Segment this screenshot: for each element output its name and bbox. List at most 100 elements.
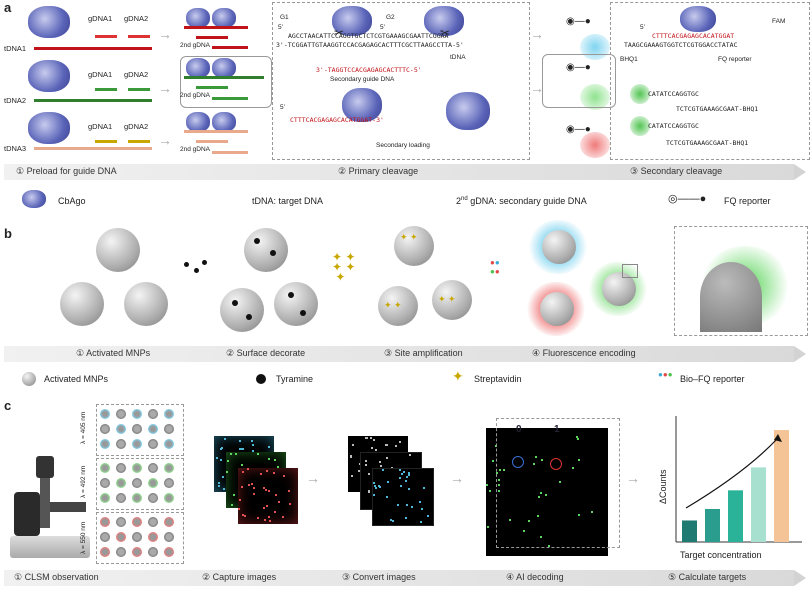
speckle	[263, 487, 265, 489]
decode-circle-0	[512, 456, 524, 468]
speckle	[409, 454, 411, 456]
encoded-bead	[116, 424, 126, 434]
gdna2-strand	[128, 88, 150, 91]
tdna3-strand	[34, 147, 152, 150]
decorated-mnp	[220, 288, 264, 332]
speckle	[408, 488, 410, 490]
speckle	[406, 504, 408, 506]
encoded-bead	[148, 439, 158, 449]
encoded-bead	[148, 409, 158, 419]
speckle	[274, 459, 276, 461]
speckle	[218, 485, 220, 487]
speckle	[283, 475, 285, 477]
encoded-bead	[164, 439, 174, 449]
speckle	[408, 472, 410, 474]
second-gdna-strand	[196, 36, 228, 39]
decode-label-0: 0	[516, 424, 522, 435]
speckle	[365, 460, 367, 462]
secondary-loading-label: Secondary loading	[376, 142, 430, 149]
speckle	[240, 448, 242, 450]
speckle	[365, 464, 367, 466]
step-clsm: ① CLSM observation	[14, 572, 99, 582]
panel-a-letter: a	[4, 0, 12, 15]
speckle	[371, 447, 373, 449]
speckle	[496, 472, 498, 474]
bhq1-label: BHQ1	[620, 56, 638, 63]
target-chart: ΔCounts Target concentration	[658, 416, 802, 560]
encoded-bead	[116, 478, 126, 488]
speckle	[268, 458, 270, 460]
speckle	[578, 459, 580, 461]
encoded-bead	[116, 532, 126, 542]
speckle	[239, 440, 241, 442]
speckle	[537, 515, 539, 517]
cbago-protein	[424, 6, 464, 36]
speckle	[397, 504, 399, 506]
encoded-bead	[132, 409, 142, 419]
five-prime-label: 5'	[640, 24, 645, 31]
encoded-bead	[148, 424, 158, 434]
speckle	[559, 481, 561, 483]
speckle	[230, 453, 232, 455]
capture-image-red	[238, 468, 298, 524]
g1-label: G1	[280, 14, 289, 21]
speckle	[253, 493, 255, 495]
tyramine-dot	[288, 292, 294, 298]
encoded-bead	[164, 424, 174, 434]
speckle	[523, 530, 525, 532]
encoded-bead	[100, 439, 110, 449]
zoomed-mnp	[700, 262, 762, 332]
speckle	[242, 471, 244, 473]
speckle	[487, 526, 489, 528]
speckle	[386, 496, 388, 498]
legend-fq: FQ reporter	[724, 196, 771, 206]
step-capture: ② Capture images	[202, 572, 277, 582]
tdna3-label: tDNA3	[4, 144, 27, 153]
speckle	[499, 469, 501, 471]
legend-streptavidin: Streptavidin	[474, 374, 522, 384]
fragment-seq: CATATCCAGGTGC	[648, 90, 699, 98]
tyramine-dot	[202, 260, 207, 265]
speckle	[242, 448, 244, 450]
tyramine-dot	[254, 238, 260, 244]
speckle	[548, 545, 550, 547]
amplified-mnp	[394, 226, 434, 266]
encoded-bead	[132, 532, 142, 542]
five-prime-label: 5'	[280, 104, 285, 111]
speckle	[375, 449, 377, 451]
second-gdna-strand	[212, 151, 248, 154]
decorated-mnp	[244, 228, 288, 272]
speckle	[535, 456, 537, 458]
gdna2-label: gDNA2	[124, 70, 149, 79]
arrow-icon: →	[158, 26, 172, 42]
speckle	[218, 482, 220, 484]
encoded-bead	[100, 547, 110, 557]
streptavidin-icon: ✦ ✦	[384, 300, 402, 310]
speckle	[373, 439, 375, 441]
speckle	[266, 470, 268, 472]
legend-biofq: Bio–FQ reporter	[680, 374, 745, 384]
speckle	[226, 471, 228, 473]
decode-label-1: 1	[554, 424, 560, 435]
fragment-seq: TCTCGTGAAAGCGAAT-BHQ1	[676, 105, 759, 113]
encoded-bead	[148, 478, 158, 488]
speckle	[257, 517, 259, 519]
five-prime-label: 5'	[278, 24, 283, 31]
streptavidin-legend-icon: ✦	[452, 368, 464, 384]
gdna2-label: gDNA2	[124, 14, 149, 23]
encoded-bead	[164, 493, 174, 503]
reporter-top-seq: CTTTCACGAGAGCACATGGAT	[652, 32, 735, 40]
streptavidin-icon: ✦ ✦	[438, 294, 456, 304]
speckle	[224, 438, 226, 440]
second-gdna-strand	[196, 86, 228, 89]
five-prime-label: 5'	[380, 24, 385, 31]
speckle	[541, 459, 543, 461]
band-arrowhead	[794, 164, 806, 180]
speckle	[533, 463, 535, 465]
second-gdna-label: 2nd gDNA	[180, 92, 210, 99]
speckle	[399, 469, 401, 471]
speckle	[538, 496, 540, 498]
step-band-a: ① Preload for guide DNA ② Primary cleava…	[4, 164, 794, 180]
speckle	[282, 516, 284, 518]
zoom-region	[622, 264, 638, 278]
